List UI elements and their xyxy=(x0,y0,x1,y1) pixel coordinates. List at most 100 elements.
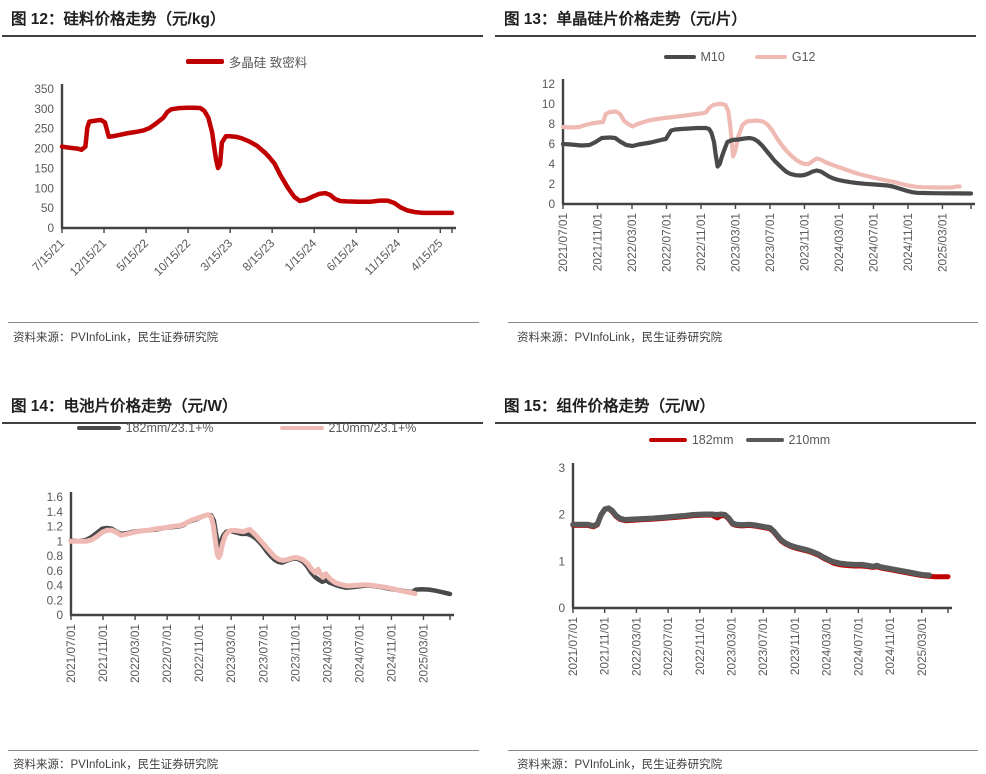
x-tick-label: 7/15/21 xyxy=(29,236,67,274)
figure-panel-15: 图 15：组件价格走势（元/W） 182mm 210mm 0 1 2 3 2021/07… xyxy=(493,387,986,774)
y-tick-label: 1 xyxy=(558,554,565,568)
legend-swatch xyxy=(76,425,121,431)
x-tick-label: 2023/07/01 xyxy=(756,617,770,676)
y-tick-label: 100 xyxy=(34,181,54,195)
y-tick-label: 8 xyxy=(548,117,555,131)
x-tick-label: 2023/03/01 xyxy=(728,213,742,272)
x-tick-label: 2023/11/01 xyxy=(788,617,802,675)
x-tick-label: 2022/03/01 xyxy=(629,617,643,676)
x-tick-label: 2022/07/01 xyxy=(659,213,673,272)
x-tick-label: 2023/11/01 xyxy=(797,213,811,271)
legend-label: 182mm/23.1+% xyxy=(125,421,214,435)
legend-swatch xyxy=(648,437,687,443)
y-tick-label: 3 xyxy=(558,461,565,475)
chart-canvas-fig13: 0 2 4 6 8 10 12 2021/07/01 2021/11/01 2022/03/01 2… xyxy=(542,77,975,272)
legend-label: 182mm xyxy=(691,433,734,447)
legend-swatch xyxy=(279,425,324,431)
x-tick-label: 2023/07/01 xyxy=(256,624,270,683)
figure-panel-14: 图 14：电池片价格走势（元/W） 182mm/23.1+% 210mm/23.… xyxy=(0,387,493,774)
legend-item: 182mm/23.1+% xyxy=(76,421,214,435)
y-tick-label: 0.8 xyxy=(47,549,64,563)
chart-legend: 182mm/23.1+% 210mm/23.1+% xyxy=(0,421,493,435)
y-tick-label: 6 xyxy=(548,137,555,151)
x-tick-label: 1/15/24 xyxy=(282,236,320,274)
series-cell-182mm xyxy=(68,512,453,597)
x-tick-label: 2025/03/01 xyxy=(416,624,430,683)
legend-label: 210mm/23.1+% xyxy=(328,421,417,435)
y-tick-label: 1.6 xyxy=(47,490,64,504)
y-tick-label: 2 xyxy=(548,177,555,191)
figure-panel-13: 图 13：单晶硅片价格走势（元/片） M10 G12 0 2 4 6 8 10 12 2021… xyxy=(493,0,986,387)
x-tick-label: 8/15/23 xyxy=(240,236,278,274)
y-tick-label: 0.6 xyxy=(47,564,64,578)
x-tick-label: 2021/11/01 xyxy=(598,617,612,675)
x-tick-label: 2022/11/01 xyxy=(694,213,708,271)
x-tick-label: 2023/03/01 xyxy=(224,624,238,683)
x-tick-label: 2024/03/01 xyxy=(320,624,334,683)
chart-canvas-fig15: 0 1 2 3 2021/07/01 2021/11/01 2022/03/01 2022/0… xyxy=(558,461,952,676)
source-note: 资料来源：PVInfoLink，民生证券研究院 xyxy=(517,332,723,344)
x-tick-label: 2024/11/01 xyxy=(883,617,897,675)
source-note: 资料来源：PVInfoLink，民生证券研究院 xyxy=(13,332,219,344)
x-tick-label: 2022/03/01 xyxy=(128,624,142,683)
x-tick-label: 2023/07/01 xyxy=(763,213,777,272)
x-tick-label: 4/15/25 xyxy=(408,236,446,274)
y-tick-label: 150 xyxy=(34,161,54,175)
x-tick-label: 2025/03/01 xyxy=(915,617,929,676)
x-tick-label: 2021/11/01 xyxy=(96,624,110,682)
y-tick-label: 10 xyxy=(542,97,556,111)
chart-legend: 182mm 210mm xyxy=(493,433,986,447)
x-tick-label: 5/15/22 xyxy=(113,236,151,274)
legend-item: 182mm xyxy=(648,433,734,447)
x-tick-label: 2024/11/01 xyxy=(384,624,398,682)
legend-swatch xyxy=(745,437,784,443)
figure-title: 图 14：电池片价格走势（元/W） xyxy=(2,387,483,424)
y-tick-label: 0 xyxy=(47,221,54,235)
x-tick-label: 2024/07/01 xyxy=(851,617,865,676)
x-tick-label: 6/15/24 xyxy=(324,236,362,274)
figure-title: 图 15：组件价格走势（元/W） xyxy=(495,387,976,424)
x-tick-label: 2024/03/01 xyxy=(820,617,834,676)
chart-legend: M10 G12 xyxy=(493,50,986,64)
x-tick-label: 2024/07/01 xyxy=(866,213,880,272)
footer-divider xyxy=(508,322,978,323)
x-tick-label: 2022/11/01 xyxy=(693,617,707,675)
legend-item: 210mm/23.1+% xyxy=(279,421,417,435)
legend-label: 210mm xyxy=(788,433,831,447)
y-tick-label: 2 xyxy=(558,508,565,522)
legend-label: 多晶硅 致密料 xyxy=(228,56,308,70)
x-tick-label: 2022/07/01 xyxy=(661,617,675,676)
y-tick-label: 200 xyxy=(34,142,54,156)
x-tick-label: 2024/07/01 xyxy=(352,624,366,683)
y-tick-label: 0.4 xyxy=(47,579,64,593)
y-tick-label: 350 xyxy=(34,82,54,96)
y-tick-label: 0 xyxy=(56,608,63,622)
series-m10 xyxy=(560,125,974,196)
figure-panel-12: 图 12：硅料价格走势（元/kg） 多晶硅 致密料 0 50 100 150 200 25… xyxy=(0,0,493,387)
x-tick-label: 2021/07/01 xyxy=(64,624,78,683)
x-tick-label: 11/15/24 xyxy=(362,236,404,278)
footer-divider xyxy=(508,750,978,751)
figure-title: 图 12：硅料价格走势（元/kg） xyxy=(2,0,483,37)
legend-item: 210mm xyxy=(745,433,831,447)
chart-legend: 多晶硅 致密料 xyxy=(0,52,493,71)
figure-title: 图 13：单晶硅片价格走势（元/片） xyxy=(495,0,976,37)
series-polysilicon-dense xyxy=(59,105,455,216)
y-tick-label: 50 xyxy=(41,201,55,215)
x-tick-label: 10/15/22 xyxy=(151,236,193,278)
source-note: 资料来源：PVInfoLink，民生证券研究院 xyxy=(13,759,219,771)
x-tick-label: 2022/07/01 xyxy=(160,624,174,683)
y-tick-label: 0 xyxy=(558,601,565,615)
y-tick-label: 250 xyxy=(34,122,54,136)
footer-divider xyxy=(8,750,479,751)
y-tick-label: 1 xyxy=(56,534,63,548)
series-cell-210mm xyxy=(68,512,418,597)
y-tick-label: 4 xyxy=(548,157,555,171)
x-tick-label: 2024/11/01 xyxy=(901,213,915,271)
legend-item: G12 xyxy=(754,50,815,64)
series-g12 xyxy=(560,101,962,190)
series-module-210mm xyxy=(570,505,933,579)
y-tick-label: 0 xyxy=(548,197,555,211)
legend-item: 多晶硅 致密料 xyxy=(185,52,308,71)
x-tick-label: 2024/03/01 xyxy=(832,213,846,272)
